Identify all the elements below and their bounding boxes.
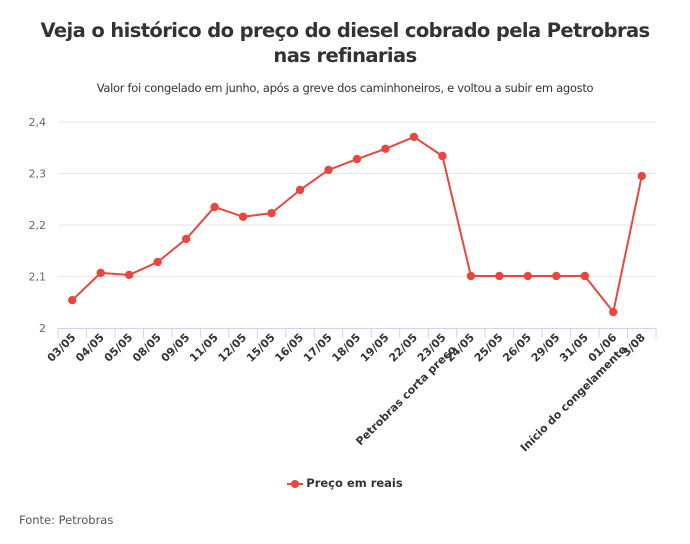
data-point [238,212,248,221]
data-point [181,234,191,244]
data-point [381,144,390,153]
data-point [495,271,504,281]
data-point [352,154,362,164]
legend-label: Preço em reais [306,476,403,490]
x-tick-label: 25/05 [472,331,506,365]
data-point [324,165,333,175]
x-tick-label: 22/05 [386,331,420,365]
x-tick-label: 12/05 [216,331,250,365]
data-point [466,271,476,281]
data-point [267,208,276,218]
data-point [552,271,561,281]
x-tick-label: 19/05 [358,331,392,365]
data-point [409,132,419,142]
x-tick-label: 17/05 [301,331,335,365]
data-point [124,270,134,280]
y-tick-label: 2,1 [29,271,47,284]
y-tick-label: 2 [39,322,46,335]
data-point [68,295,77,305]
data-point [210,202,219,212]
data-point [153,257,162,267]
data-point [438,151,447,161]
chart-title: Veja o histórico do preço do diesel cobr… [40,19,650,67]
x-tick-label: 11/05 [187,331,221,365]
y-tick-label: 2,4 [29,116,47,129]
source-note: Fonte: Petrobras [19,513,114,527]
x-tick-label: 15/05 [244,331,278,365]
x-tick-label: 29/05 [529,331,563,365]
x-tick-label: 31/05 [557,331,591,365]
data-point [295,185,305,195]
x-tick-label: 18/05 [329,331,363,365]
x-tick-label: 04/05 [73,331,107,365]
data-point [609,307,618,317]
x-tick-label: 09/05 [159,331,193,365]
y-tick-label: 2,3 [29,168,47,181]
legend-item[interactable]: Preço em reais [0,476,690,490]
x-tick-label: 16/05 [272,331,306,365]
x-tick-label: 05/05 [102,331,136,365]
y-tick-label: 2,2 [29,219,47,232]
data-point [96,268,105,278]
x-tick-label: 03/05 [45,331,79,365]
x-tick-label: 26/05 [500,331,534,365]
legend-marker-icon [287,479,304,488]
x-tick-label: 08/05 [130,331,164,365]
data-point [580,271,590,281]
data-point [523,271,533,281]
data-point [637,171,646,181]
chart-subtitle: Valor foi congelado em junho, após a gre… [96,81,594,95]
